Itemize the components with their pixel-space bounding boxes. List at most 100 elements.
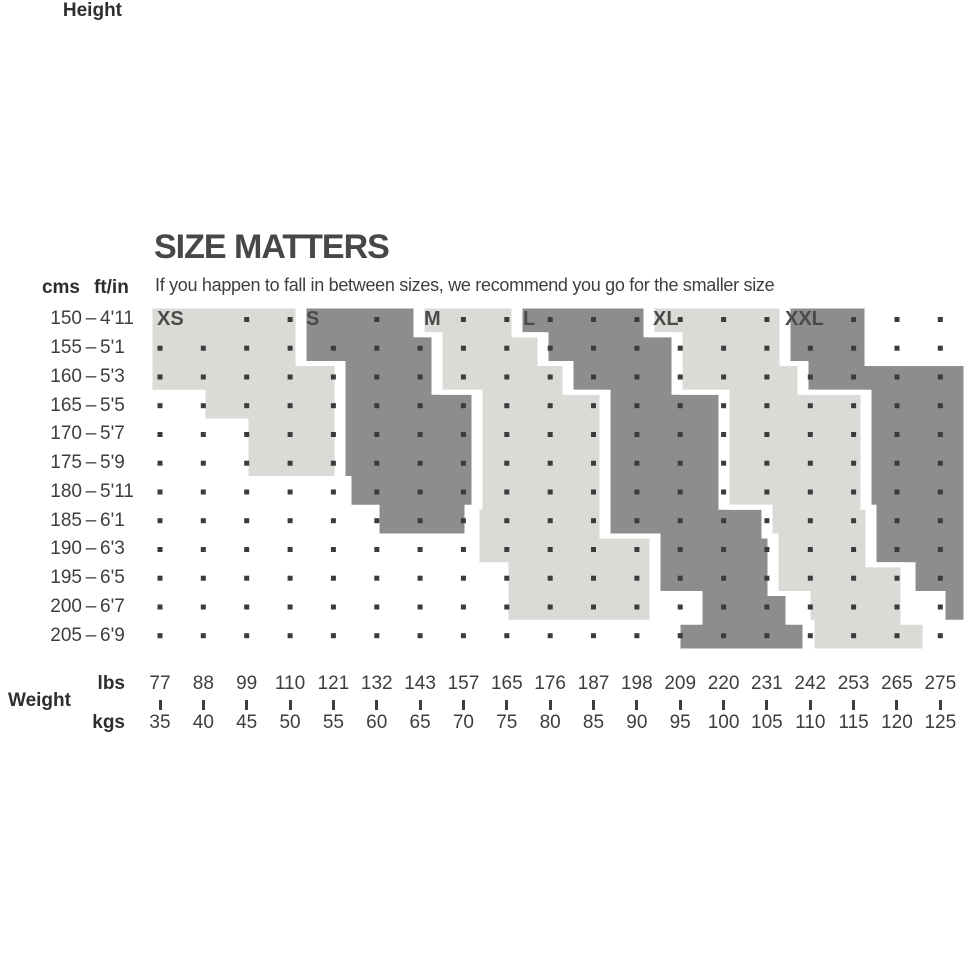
grid-dot <box>807 345 813 351</box>
grid-dot <box>244 345 250 351</box>
grid-dot <box>894 489 900 495</box>
weight-lbs-value: 165 <box>490 673 523 694</box>
grid-dot <box>287 345 293 351</box>
grid-dot <box>374 575 380 581</box>
grid-dot <box>460 432 466 437</box>
weight-tick <box>461 700 465 710</box>
grid-dot <box>894 460 900 466</box>
grid-dot <box>287 633 293 639</box>
weight-unit-lbs: lbs <box>97 673 125 694</box>
grid-dot <box>287 374 293 380</box>
grid-dot <box>287 547 293 552</box>
grid-dot <box>721 345 727 351</box>
grid-dot <box>894 374 900 380</box>
grid-dot <box>244 547 250 552</box>
grid-dot <box>287 460 293 466</box>
grid-dot <box>547 518 553 524</box>
grid-dot <box>547 345 553 351</box>
grid-dot <box>937 604 943 610</box>
grid-dot <box>287 403 293 409</box>
height-row: 200–6'7 <box>0 595 124 618</box>
grid-dot <box>200 604 206 610</box>
weight-tick <box>245 700 249 710</box>
weight-tick <box>505 700 509 710</box>
grid-dot <box>547 633 553 639</box>
weight-kgs-value: 65 <box>409 712 431 733</box>
weight-tick <box>331 700 335 710</box>
grid-dot <box>937 403 943 409</box>
weight-kgs-value: 60 <box>366 712 388 733</box>
height-row: 190–6'3 <box>0 538 125 560</box>
grid-dot <box>634 460 640 466</box>
size-region-label-xl: XL <box>653 308 679 330</box>
grid-dot <box>330 403 336 409</box>
grid-dot <box>851 547 857 552</box>
grid-dot <box>374 633 380 639</box>
grid-dot <box>721 460 727 466</box>
grid-dot <box>807 403 813 409</box>
size-region-label-m: M <box>424 308 441 330</box>
height-ftin-value: 5'9 <box>100 452 125 474</box>
grid-dot <box>460 403 466 409</box>
page-title: SIZE MATTERS <box>154 228 390 266</box>
grid-dot <box>200 432 206 437</box>
weight-kgs-value: 110 <box>795 712 826 733</box>
grid-dot <box>374 374 380 380</box>
weight-kgs-value: 120 <box>881 712 913 733</box>
grid-dot <box>200 633 206 639</box>
weight-tick <box>895 700 899 710</box>
grid-dot <box>504 432 510 437</box>
height-ftin-value: 6'9 <box>100 624 125 646</box>
grid-dot <box>851 604 857 610</box>
weight-kgs-value: 115 <box>838 712 869 733</box>
height-dash: – <box>85 538 97 560</box>
weight-tick <box>375 700 379 710</box>
weight-kgs-value: 35 <box>149 712 171 733</box>
grid-dot <box>330 575 336 581</box>
height-cms-value: 175 <box>50 452 82 474</box>
height-ftin-value: 6'3 <box>100 538 125 560</box>
height-row: 165–5'5 <box>0 394 124 417</box>
page-subtitle: If you happen to fall in between sizes, … <box>155 275 775 295</box>
grid-dot <box>894 547 900 552</box>
weight-lbs-value: 88 <box>192 673 214 694</box>
grid-dot <box>330 489 336 495</box>
weight-axis-title: Weight <box>8 690 71 711</box>
grid-dot <box>807 547 813 552</box>
grid-dot <box>330 432 336 437</box>
grid-dot <box>504 575 510 581</box>
height-dash: – <box>85 595 97 617</box>
grid-dot <box>591 432 596 437</box>
height-cms-value: 160 <box>50 365 82 387</box>
grid-dot <box>937 575 943 581</box>
grid-dot <box>504 403 510 409</box>
grid-dot <box>937 518 943 524</box>
height-cms-value: 165 <box>50 394 82 416</box>
grid-dot <box>547 432 553 437</box>
grid-dot <box>721 403 727 409</box>
grid-dot <box>807 374 813 380</box>
weight-kgs-value: 100 <box>707 712 740 733</box>
grid-dot <box>937 547 943 552</box>
grid-dot <box>504 489 510 495</box>
height-row: 205–6'9 <box>0 624 125 647</box>
weight-lbs-value: 176 <box>534 673 566 694</box>
grid-dot <box>851 633 857 639</box>
weight-kgs-value: 50 <box>279 712 301 733</box>
grid-dot <box>504 317 510 322</box>
grid-dot <box>634 604 640 610</box>
grid-dot <box>504 460 510 466</box>
grid-dot <box>460 547 466 552</box>
grid-dot <box>721 489 727 495</box>
grid-dot <box>157 374 163 380</box>
grid-dot <box>591 518 596 524</box>
weight-kgs-value: 85 <box>582 712 605 733</box>
weight-lbs-value: 209 <box>664 673 697 694</box>
grid-dot <box>374 432 380 437</box>
grid-dot <box>634 575 640 581</box>
height-cms-value: 205 <box>50 624 82 646</box>
height-cms-value: 150 <box>50 308 82 330</box>
grid-dot <box>460 460 466 466</box>
grid-dot <box>591 374 596 380</box>
grid-dot <box>894 604 900 610</box>
